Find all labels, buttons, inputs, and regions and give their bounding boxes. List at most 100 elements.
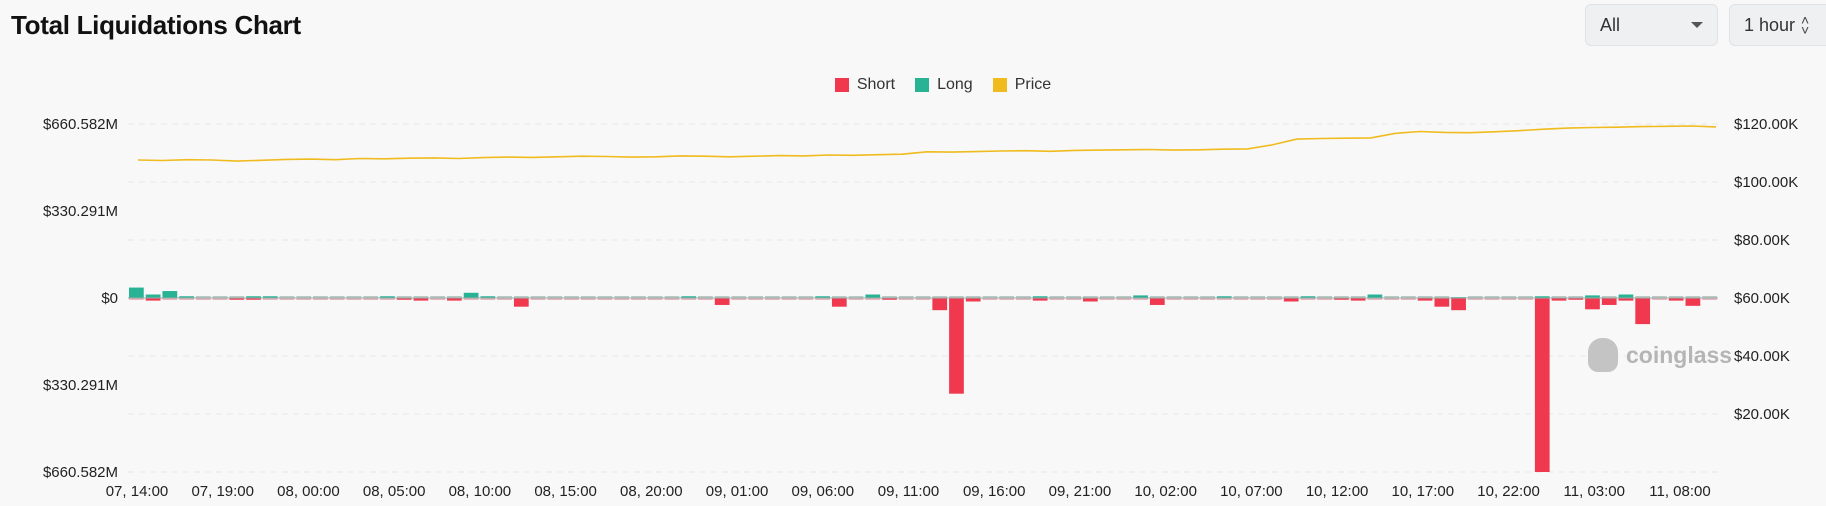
- long-bar: [1367, 294, 1383, 298]
- legend-item-short[interactable]: Short: [834, 76, 896, 94]
- long-bar: [714, 296, 730, 298]
- short-bar: [882, 298, 897, 300]
- filter-select[interactable]: All: [1585, 4, 1718, 46]
- short-bar: [1451, 298, 1466, 311]
- long-bar: [1267, 296, 1282, 298]
- interval-select[interactable]: 1 hour ˄ ˅: [1729, 4, 1826, 46]
- right-axis-tick-label: $60.00K: [1734, 290, 1790, 307]
- watermark-text: coinglass: [1626, 341, 1733, 368]
- long-bar: [1016, 296, 1031, 298]
- short-bar: [1149, 298, 1165, 305]
- long-bar: [129, 287, 144, 298]
- x-axis-tick-label: 09, 06:00: [791, 483, 854, 500]
- long-bar: [380, 296, 395, 298]
- chart-legend: Short Long Price: [0, 76, 1826, 94]
- short-bar: [898, 298, 914, 300]
- short-bar: [129, 298, 144, 300]
- long-bar: [1652, 296, 1667, 298]
- x-axis-tick-label: 10, 02:00: [1134, 483, 1197, 500]
- short-bar: [430, 298, 445, 300]
- long-bar: [1133, 295, 1148, 298]
- legend-item-long[interactable]: Long: [915, 76, 973, 94]
- long-bar: [1216, 296, 1232, 298]
- x-axis-tick-label: 08, 00:00: [277, 483, 340, 500]
- long-bar: [1183, 296, 1199, 298]
- long-bar: [547, 296, 563, 298]
- short-bar: [781, 298, 797, 300]
- short-bar: [999, 298, 1015, 300]
- long-bar: [179, 296, 194, 298]
- long-bar: [1702, 296, 1717, 298]
- short-bar: [212, 298, 228, 300]
- x-axis-tick-label: 08, 05:00: [363, 483, 426, 500]
- long-bar: [447, 296, 462, 298]
- short-bar: [949, 298, 964, 394]
- x-axis-tick-label: 09, 01:00: [706, 483, 769, 500]
- long-bar: [1166, 296, 1182, 298]
- legend-label-price: Price: [1014, 76, 1052, 93]
- short-bar: [1216, 298, 1232, 300]
- short-bar: [480, 298, 496, 300]
- long-bar: [681, 296, 697, 298]
- short-bar: [1384, 298, 1399, 300]
- short-bar: [1317, 298, 1333, 300]
- up-down-icon: ˄ ˅: [1801, 12, 1810, 38]
- long-bar: [396, 296, 412, 298]
- long-bar: [1434, 296, 1450, 298]
- long-bar: [1250, 296, 1266, 298]
- page-title: Total Liquidations Chart: [11, 10, 301, 40]
- short-bar: [1367, 298, 1383, 300]
- filter-select-value: All: [1600, 14, 1621, 35]
- coinglass-logo-icon: [1588, 338, 1618, 372]
- short-bar: [698, 298, 713, 300]
- long-bar: [480, 296, 496, 298]
- long-bar: [1283, 296, 1299, 298]
- long-bar: [1300, 296, 1316, 298]
- right-axis-tick-label: $100.00K: [1734, 174, 1798, 191]
- short-bar: [1233, 298, 1249, 300]
- right-axis-tick-label: $120.00K: [1734, 116, 1798, 133]
- short-bar: [647, 298, 663, 300]
- long-bar: [1116, 296, 1132, 298]
- legend-item-price[interactable]: Price: [992, 76, 1052, 94]
- short-bar: [664, 298, 680, 300]
- legend-swatch-long: [915, 78, 930, 92]
- long-bar: [1601, 296, 1617, 298]
- x-axis-tick-label: 11, 08:00: [1649, 483, 1710, 500]
- long-bar: [513, 296, 529, 298]
- short-bar: [1551, 298, 1567, 301]
- short-bar: [982, 298, 998, 300]
- short-bar: [1618, 298, 1634, 301]
- short-bar: [1434, 298, 1450, 307]
- long-bar: [965, 296, 981, 298]
- short-bar: [965, 298, 981, 302]
- x-axis-tick-label: 11, 03:00: [1564, 483, 1625, 500]
- long-bar: [262, 296, 278, 298]
- short-bar: [1083, 298, 1098, 302]
- long-bar: [413, 296, 429, 298]
- short-bar: [1300, 298, 1316, 300]
- long-bar: [597, 296, 613, 298]
- left-axis-tick-label: $660.582M: [43, 464, 118, 481]
- long-bar: [1317, 296, 1333, 298]
- legend-label-short: Short: [856, 76, 896, 93]
- long-bar: [882, 296, 897, 298]
- long-bar: [1501, 296, 1517, 298]
- short-bar: [765, 298, 780, 300]
- left-axis-tick-label: $330.291M: [43, 203, 118, 220]
- long-bar: [1083, 296, 1098, 298]
- legend-swatch-price: [992, 78, 1007, 92]
- short-bar: [1467, 298, 1483, 300]
- short-bar: [614, 298, 630, 300]
- short-bar: [1501, 298, 1517, 300]
- long-bar: [1099, 296, 1115, 298]
- long-bar: [999, 296, 1015, 298]
- x-axis-tick-label: 09, 11:00: [878, 483, 939, 500]
- short-bar: [497, 298, 512, 300]
- short-bar: [380, 298, 395, 300]
- x-axis-tick-label: 10, 22:00: [1477, 483, 1540, 500]
- right-axis-tick-label: $20.00K: [1734, 406, 1790, 423]
- long-bar: [564, 296, 579, 298]
- short-bar: [1685, 298, 1701, 306]
